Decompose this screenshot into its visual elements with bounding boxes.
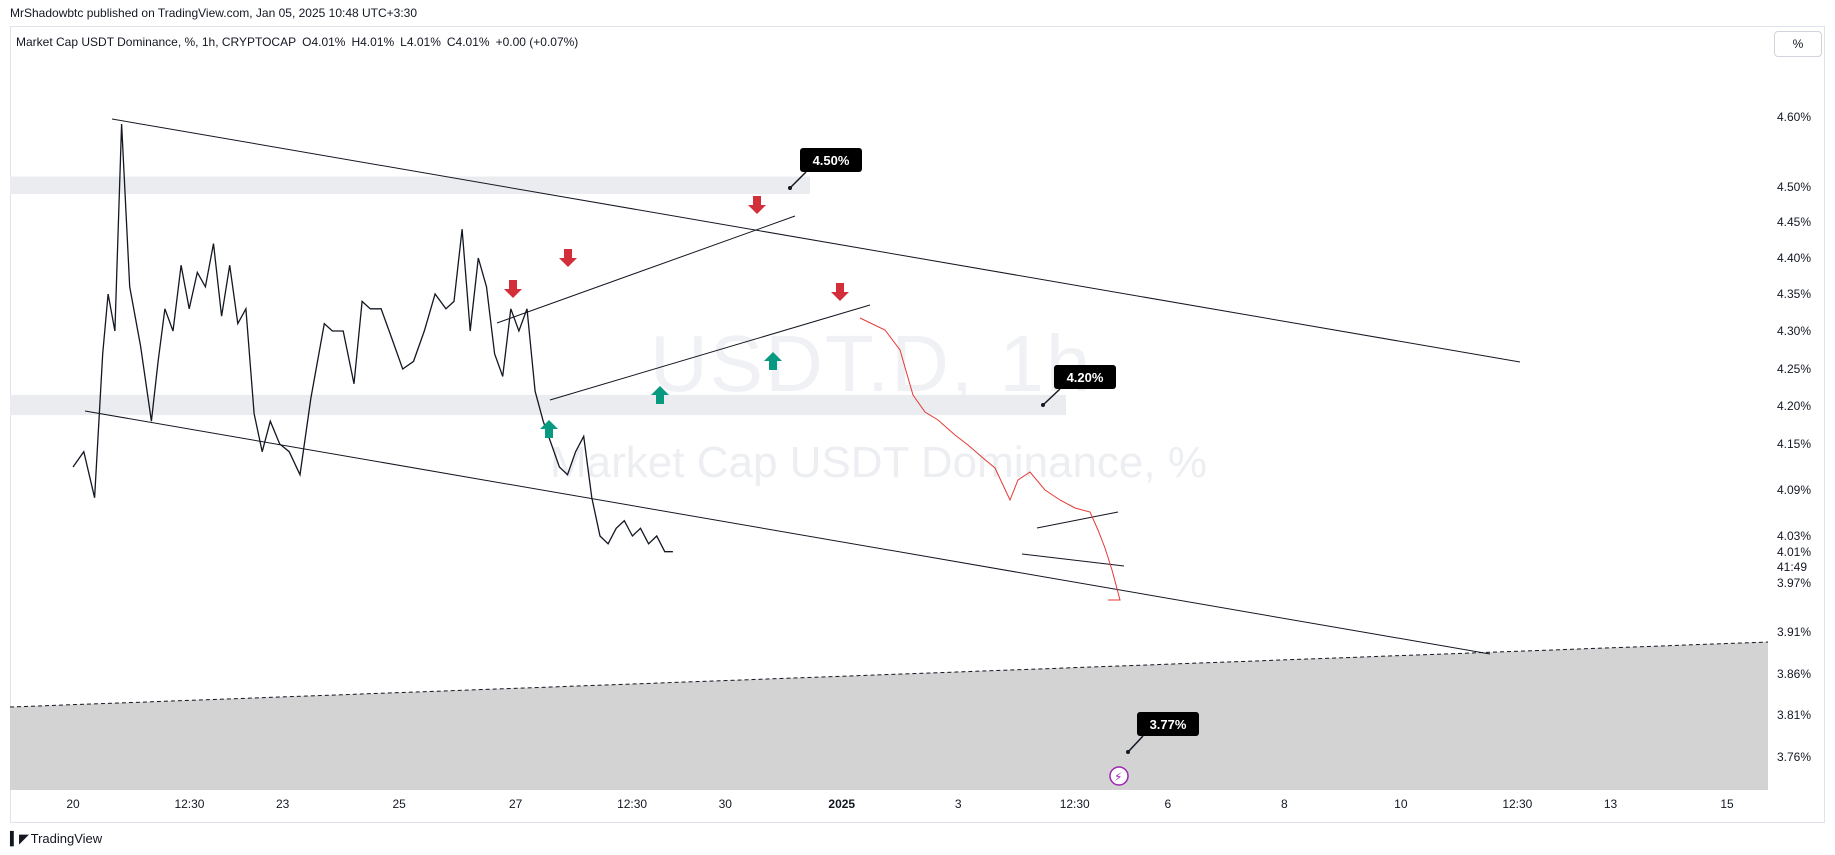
resistance-zone-450 bbox=[10, 176, 810, 194]
up-arrow-icon bbox=[540, 420, 558, 438]
price-tick-label: 3.76% bbox=[1777, 750, 1811, 764]
price-tick-label: 3.86% bbox=[1777, 667, 1811, 681]
resistance-zone-420 bbox=[10, 394, 1066, 416]
time-tick-label: 10 bbox=[1394, 797, 1408, 811]
symbol-watermark: USDT.D, 1h bbox=[650, 319, 1093, 408]
up-arrow-icon bbox=[764, 352, 782, 370]
price-label-bubble[interactable] bbox=[1054, 365, 1116, 389]
symbol-name[interactable]: Market Cap USDT Dominance, %, 1h, CRYPTO… bbox=[16, 35, 297, 49]
time-tick-label: 13 bbox=[1604, 797, 1618, 811]
lightning-icon: ⚡ bbox=[1114, 770, 1122, 784]
percent-scale-button[interactable]: % bbox=[1774, 31, 1822, 57]
time-tick-label: 12:30 bbox=[1060, 797, 1090, 811]
high-value: H4.01% bbox=[351, 35, 395, 49]
down-arrow-icon bbox=[559, 249, 577, 267]
target-zone-dashed-edge bbox=[9, 641, 1769, 708]
wedge-lower-line[interactable] bbox=[549, 304, 871, 401]
time-tick-label: 25 bbox=[392, 797, 406, 811]
time-tick-label: 12:30 bbox=[174, 797, 204, 811]
price-tick-label: 4.60% bbox=[1777, 110, 1811, 124]
price-tick-label: 4.03% bbox=[1777, 529, 1811, 543]
down-arrow-icon bbox=[504, 280, 522, 298]
label-pointer bbox=[1042, 388, 1061, 406]
time-tick-label: 2025 bbox=[828, 797, 855, 811]
time-tick-label: 15 bbox=[1720, 797, 1734, 811]
price-tick-label: 3.91% bbox=[1777, 625, 1811, 639]
time-tick-label: 3 bbox=[955, 797, 962, 811]
label-pointer bbox=[789, 171, 807, 189]
projection-path[interactable] bbox=[859, 317, 1121, 601]
price-tick-label: 4.45% bbox=[1777, 215, 1811, 229]
price-tick-label: 4.25% bbox=[1777, 362, 1811, 376]
price-series-line[interactable] bbox=[72, 123, 673, 553]
down-arrow-icon bbox=[748, 196, 766, 214]
price-tick-label: 4.09% bbox=[1777, 483, 1811, 497]
name-watermark: Market Cap USDT Dominance, % bbox=[550, 438, 1207, 487]
open-value: O4.01% bbox=[302, 35, 346, 49]
price-label-text: 3.77% bbox=[1150, 717, 1187, 732]
price-tick-label: 4.20% bbox=[1777, 399, 1811, 413]
price-label-bubble[interactable] bbox=[1137, 712, 1199, 736]
time-tick-label: 8 bbox=[1281, 797, 1288, 811]
bar-countdown-label: 41:49 bbox=[1777, 560, 1807, 574]
price-tick-label: 4.40% bbox=[1777, 251, 1811, 265]
price-tick-label: 3.97% bbox=[1777, 576, 1811, 590]
time-tick-label: 23 bbox=[276, 797, 290, 811]
flag-upper-line[interactable] bbox=[1036, 511, 1119, 529]
flag-lower-line[interactable] bbox=[1021, 553, 1125, 567]
tradingview-logo-text: TradingView bbox=[30, 831, 103, 846]
label-pointer bbox=[1127, 735, 1144, 753]
change-value: +0.00 (+0.07%) bbox=[495, 35, 579, 49]
label-anchor bbox=[1041, 403, 1045, 407]
label-anchor bbox=[1126, 750, 1130, 754]
low-value: L4.01% bbox=[400, 35, 441, 49]
price-tick-label: 4.15% bbox=[1777, 437, 1811, 451]
price-label-bubble[interactable] bbox=[800, 148, 862, 172]
price-label-text: 4.20% bbox=[1067, 370, 1104, 385]
symbol-legend: Market Cap USDT Dominance, %, 1h, CRYPTO… bbox=[16, 35, 584, 49]
time-tick-label: 6 bbox=[1165, 797, 1172, 811]
wedge-upper-line[interactable] bbox=[496, 215, 796, 324]
time-axis[interactable]: 20 12:30 23 25 27 12:30 30 2025 3 12:30 6 8 10 12:30 1… bbox=[66, 797, 1734, 811]
signal-arrows bbox=[504, 196, 849, 438]
tv-logo-icon: ▍◤ bbox=[10, 831, 31, 846]
price-label-text: 4.50% bbox=[813, 153, 850, 168]
chart-frame bbox=[10, 26, 1825, 823]
price-axis[interactable]: 4.60% 4.50% 4.45% 4.40% 4.35% 4.30% 4.25% 4.20%… bbox=[1777, 110, 1811, 764]
close-value: C4.01% bbox=[446, 35, 490, 49]
price-tick-label: 3.81% bbox=[1777, 708, 1811, 722]
tradingview-logo[interactable]: ▍◤ TradingView bbox=[10, 831, 102, 847]
price-tick-label: 4.50% bbox=[1777, 180, 1811, 194]
channel-upper-line[interactable] bbox=[111, 118, 1521, 363]
channel-lower-line[interactable] bbox=[84, 410, 1491, 655]
time-tick-label: 12:30 bbox=[1502, 797, 1532, 811]
time-tick-label: 20 bbox=[66, 797, 80, 811]
price-label-bubbles: 4.50% 4.20% 3.77% bbox=[788, 148, 1199, 754]
publish-caption: MrShadowbtc published on TradingView.com… bbox=[10, 6, 418, 20]
target-zone bbox=[10, 642, 1768, 790]
price-tick-label: 4.35% bbox=[1777, 287, 1811, 301]
last-price-label: 4.01% bbox=[1777, 545, 1811, 559]
label-anchor bbox=[788, 186, 792, 190]
price-tick-label: 4.30% bbox=[1777, 324, 1811, 338]
time-tick-label: 30 bbox=[719, 797, 733, 811]
time-tick-label: 12:30 bbox=[617, 797, 647, 811]
up-arrow-icon bbox=[651, 386, 669, 404]
down-arrow-icon bbox=[831, 283, 849, 301]
time-tick-label: 27 bbox=[509, 797, 523, 811]
event-marker-icon[interactable] bbox=[1109, 766, 1129, 786]
